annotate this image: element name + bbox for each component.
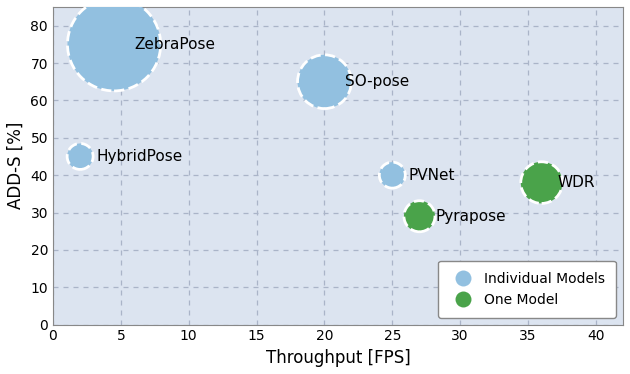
- Point: [387, 172, 398, 178]
- Text: Pyrapose: Pyrapose: [436, 209, 507, 224]
- Text: HybridPose: HybridPose: [96, 149, 183, 164]
- X-axis label: Throughput [FPS]: Throughput [FPS]: [266, 349, 410, 367]
- Text: PVNet: PVNet: [409, 168, 455, 183]
- Text: ZebraPose: ZebraPose: [134, 37, 215, 52]
- Point: [75, 153, 85, 159]
- Point: [319, 79, 329, 85]
- Text: SO-pose: SO-pose: [345, 74, 409, 89]
- Y-axis label: ADD-S [%]: ADD-S [%]: [7, 122, 25, 209]
- Point: [109, 42, 119, 47]
- Text: WDR: WDR: [558, 175, 595, 190]
- Legend: Individual Models, One Model: Individual Models, One Model: [438, 261, 616, 318]
- Point: [537, 180, 547, 186]
- Point: [415, 213, 425, 219]
